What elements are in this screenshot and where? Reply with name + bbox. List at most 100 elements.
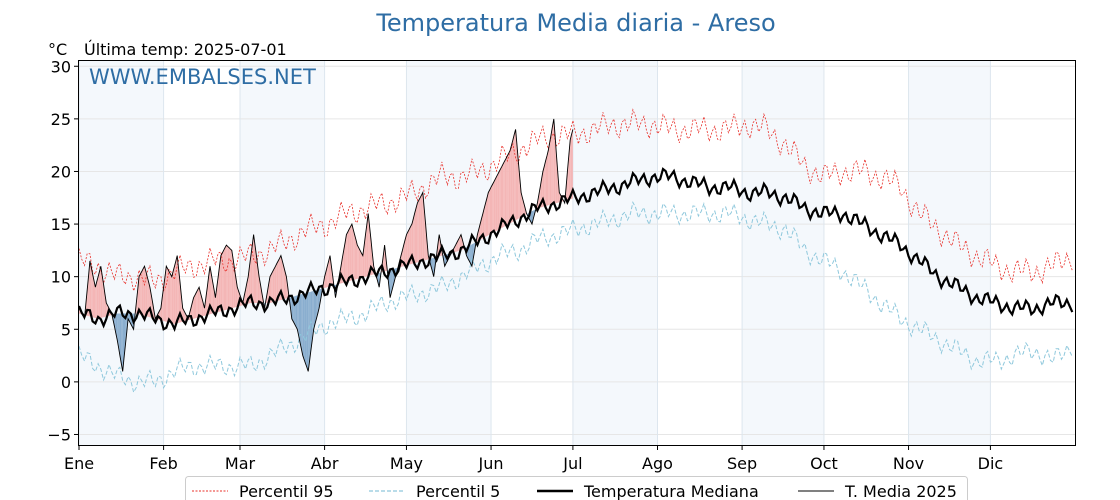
fill-above-median <box>233 259 235 308</box>
fill-below-median <box>118 313 120 356</box>
fill-above-median <box>481 213 483 240</box>
fill-above-median <box>256 255 258 303</box>
fill-above-median <box>519 176 522 219</box>
fill-above-median <box>552 118 554 205</box>
fill-above-median <box>225 245 227 311</box>
fill-below-median <box>309 291 311 361</box>
fill-above-median <box>482 208 485 239</box>
y-tick-label: 5 <box>61 320 71 339</box>
fill-above-median <box>545 155 547 206</box>
fill-above-median <box>199 287 201 318</box>
fill-above-median <box>493 179 496 233</box>
x-tick-label: Abr <box>311 454 339 473</box>
fill-above-median <box>219 255 221 312</box>
fill-above-median <box>492 182 494 234</box>
fill-above-median <box>167 268 169 323</box>
fill-above-median <box>139 274 141 315</box>
fill-below-median <box>297 295 299 336</box>
fill-above-median <box>205 287 208 316</box>
fill-below-median <box>121 313 123 372</box>
fill-below-median <box>117 313 119 348</box>
fill-above-median <box>249 255 251 304</box>
fill-above-median <box>411 218 414 264</box>
fill-above-median <box>514 129 516 222</box>
fill-above-median <box>420 195 422 262</box>
fill-above-median <box>91 267 93 318</box>
fill-above-median <box>173 266 175 324</box>
fill-below-median <box>305 292 307 368</box>
fill-above-median <box>414 208 416 264</box>
fill-above-median <box>413 213 415 264</box>
fill-below-median <box>469 245 471 264</box>
fill-above-median <box>222 250 224 311</box>
fill-above-median <box>356 239 358 280</box>
fill-above-median <box>538 187 541 208</box>
fill-above-median <box>499 168 501 230</box>
fill-below-median <box>301 294 303 356</box>
fill-above-median <box>92 274 94 318</box>
fill-above-median <box>542 166 545 207</box>
fill-above-median <box>229 247 231 309</box>
series-lines <box>77 108 1074 394</box>
fill-above-median <box>270 274 272 303</box>
fill-above-median <box>255 245 257 303</box>
fill-above-median <box>147 276 149 317</box>
fill-above-median <box>174 260 176 324</box>
fill-above-median <box>506 155 508 226</box>
x-tick-label: Ene <box>64 454 94 473</box>
fill-above-median <box>276 260 279 302</box>
fill-above-median <box>226 245 228 310</box>
fill-above-median <box>454 245 456 253</box>
fill-above-median <box>95 281 97 319</box>
y-tick-label: 30 <box>51 57 71 76</box>
fill-above-median <box>351 224 354 281</box>
fill-above-median <box>551 126 553 205</box>
fill-above-median <box>544 160 546 207</box>
fill-above-median <box>96 276 99 319</box>
fill-above-median <box>567 155 569 200</box>
fill-above-median <box>145 271 148 317</box>
fill-above-median <box>165 266 167 322</box>
fill-above-median <box>99 266 101 319</box>
legend-label-median: Temperatura Mediana <box>583 482 759 500</box>
fill-above-median <box>283 266 285 300</box>
fill-below-median <box>298 294 300 343</box>
x-tick-label: Feb <box>149 454 177 473</box>
fill-below-median <box>310 291 313 351</box>
fill-above-median <box>343 242 346 283</box>
legend-box <box>185 476 968 500</box>
fill-above-median <box>170 274 172 324</box>
fill-above-median <box>383 245 385 272</box>
fill-above-median <box>361 253 363 278</box>
fill-above-median <box>504 158 507 227</box>
fill-below-median <box>125 313 127 346</box>
fill-above-median <box>196 289 198 318</box>
x-tick-label: Jul <box>562 454 582 473</box>
fill-below-median <box>315 290 317 324</box>
p95-line <box>78 108 1073 293</box>
x-axis: Ene Feb Mar Abr May Jun Jul Ago Sep Oct Nov Dic <box>64 445 1003 473</box>
fill-above-median <box>144 266 146 317</box>
fill-above-median <box>279 255 281 301</box>
plot-frame <box>78 60 1076 446</box>
fill-above-median <box>358 247 361 279</box>
fill-above-median <box>347 229 350 282</box>
fill-above-median <box>407 229 410 265</box>
fill-above-median <box>271 271 273 303</box>
fill-above-median <box>502 163 504 228</box>
fill-above-median <box>488 189 490 236</box>
fill-above-median <box>549 134 552 205</box>
y-tick-label: 20 <box>51 162 71 181</box>
fill-above-median <box>169 271 171 323</box>
fill-above-median <box>275 263 277 302</box>
fill-above-median <box>548 142 550 206</box>
fill-above-median <box>350 224 352 281</box>
fill-above-median <box>523 203 526 216</box>
fill-above-median <box>215 287 217 313</box>
fill-above-median <box>253 234 255 303</box>
fill-above-median <box>507 153 509 225</box>
x-tick-label: Ago <box>642 454 673 473</box>
fill-below-median <box>377 272 380 288</box>
fill-above-median <box>141 268 144 316</box>
